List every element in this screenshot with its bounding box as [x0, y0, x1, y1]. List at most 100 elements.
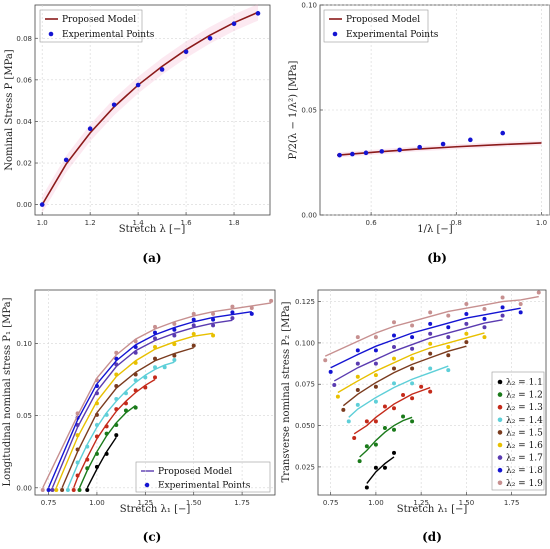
data-point-b — [397, 147, 402, 153]
marker-c-1.8 — [191, 317, 196, 322]
marker-c-1.4 — [153, 365, 157, 370]
marker-d-1.2 — [382, 426, 387, 431]
marker-d-1.2 — [357, 459, 362, 464]
tick-label-y-a: 0.04 — [16, 118, 32, 126]
marker-d-1.3 — [352, 435, 357, 440]
legend-d-marker — [497, 417, 503, 423]
legend-a-model: Proposed Model — [62, 15, 136, 25]
tick-label-y-c: 0.05 — [16, 412, 32, 420]
marker-c-1.9 — [40, 487, 45, 492]
marker-d-1.2 — [392, 427, 396, 432]
marker-d-1.9 — [464, 302, 469, 307]
marker-d-1.9 — [446, 313, 451, 318]
marker-c-1.2 — [133, 405, 138, 410]
marker-d-1.3 — [419, 384, 424, 389]
legend-d-label: λ₂ = 1.4 — [506, 416, 543, 426]
marker-c-1.8 — [211, 317, 216, 322]
legend-c-points: Experimental Points — [158, 481, 251, 491]
legend-b-points: Experimental Points — [346, 30, 439, 40]
marker-c-1.3 — [94, 434, 99, 439]
marker-c-1.5 — [133, 372, 138, 377]
legend-d: λ₂ = 1.1 λ₂ = 1.2 λ₂ = 1.3 λ₂ = 1.4 λ₂ = 1.5… — [491, 371, 545, 491]
marker-d-1.7 — [373, 361, 378, 366]
panel-d — [317, 289, 547, 496]
marker-d-1.5 — [464, 340, 469, 345]
marker-d-1.8 — [482, 316, 487, 321]
model-band-a — [42, 3, 259, 213]
marker-c-1.8 — [153, 330, 157, 335]
marker-d-1.7 — [332, 383, 337, 388]
marker-d-1.6 — [410, 356, 415, 361]
marker-c-1.7 — [211, 323, 216, 328]
marker-c-1.6 — [211, 333, 216, 338]
legend-b-model: Proposed Model — [346, 15, 420, 25]
marker-c-1.9 — [153, 324, 157, 329]
tick-label-x-a: 1.0 — [37, 219, 48, 227]
marker-d-1.6 — [373, 373, 378, 378]
marker-d-1.4 — [410, 381, 415, 386]
tick-label-y-b: 0.10 — [301, 2, 317, 10]
caption-a: (a) — [142, 251, 161, 265]
data-point-a — [111, 102, 117, 108]
curve-c-1.1 — [86, 436, 117, 489]
marker-d-1.9 — [355, 335, 360, 340]
curve-d-1.8 — [330, 307, 521, 369]
marker-d-1.4 — [392, 381, 396, 386]
model-band-b — [337, 140, 542, 158]
marker-d-1.2 — [364, 444, 369, 449]
marker-c-1.9 — [94, 378, 99, 383]
tick-label-y-a: 0.02 — [16, 160, 32, 168]
marker-d-1.3 — [410, 396, 415, 401]
xlabel-c: Stretch λ₁ [−] — [120, 504, 191, 515]
legend-d-marker — [497, 455, 503, 460]
legend-d-marker — [497, 480, 503, 486]
marker-c-1.1 — [85, 487, 90, 492]
marker-c-1.4 — [162, 365, 167, 370]
marker-c-1.9 — [211, 311, 216, 316]
marker-c-1.7 — [114, 362, 119, 367]
marker-d-1.6 — [335, 394, 340, 399]
tick-label-x-b: 0.6 — [366, 219, 378, 227]
tick-label-x-d: 1.50 — [459, 499, 475, 507]
curve-c-1.3 — [73, 378, 156, 489]
marker-c-1.7 — [191, 323, 196, 328]
marker-c-1.2 — [85, 466, 90, 471]
tick-label-y-c: 0.00 — [16, 484, 32, 492]
marker-c-1.2 — [123, 408, 128, 413]
xlabel-d: Stretch λ₁ [−] — [397, 504, 468, 515]
marker-d-1.7 — [355, 361, 360, 366]
marker-d-1.9 — [373, 335, 378, 340]
marker-c-1.6 — [172, 342, 177, 347]
xlabel-b: 1/λ [−] — [417, 224, 453, 235]
marker-d-1.2 — [410, 419, 415, 424]
marker-d-1.6 — [428, 341, 433, 346]
legend-d-label: λ₂ = 1.2 — [506, 391, 543, 401]
data-point-b — [500, 130, 506, 136]
legend-b: Proposed Model Experimental Points — [323, 9, 439, 43]
curve-c-1.7 — [51, 319, 233, 489]
marker-d-1.5 — [446, 353, 451, 358]
marker-d-1.5 — [410, 366, 415, 371]
data-point-a — [63, 157, 69, 163]
tick-label-x-b: 0.8 — [451, 219, 462, 227]
marker-d-1.6 — [464, 331, 469, 336]
tick-label-y-d: 0.100 — [295, 339, 315, 347]
data-point-a — [39, 202, 45, 207]
marker-d-1.8 — [392, 333, 396, 338]
marker-d-1.4 — [355, 402, 360, 407]
marker-d-1.5 — [392, 366, 396, 371]
marker-c-1.8 — [133, 345, 138, 350]
curve-c-1.8 — [47, 310, 252, 489]
marker-d-1.7 — [446, 335, 451, 340]
marker-d-1.1 — [373, 465, 378, 470]
marker-c-1.3 — [75, 473, 80, 478]
curve-c-1.6 — [55, 332, 214, 489]
panel-c — [34, 289, 276, 496]
marker-d-1.8 — [464, 311, 469, 316]
tick-label-x-d: 1.00 — [368, 499, 384, 507]
marker-c-1.4 — [123, 391, 128, 396]
data-point-b — [337, 152, 342, 158]
legend-d-marker — [497, 379, 503, 385]
legend-d-marker — [497, 392, 503, 397]
legend-d-label: λ₂ = 1.5 — [506, 428, 543, 438]
